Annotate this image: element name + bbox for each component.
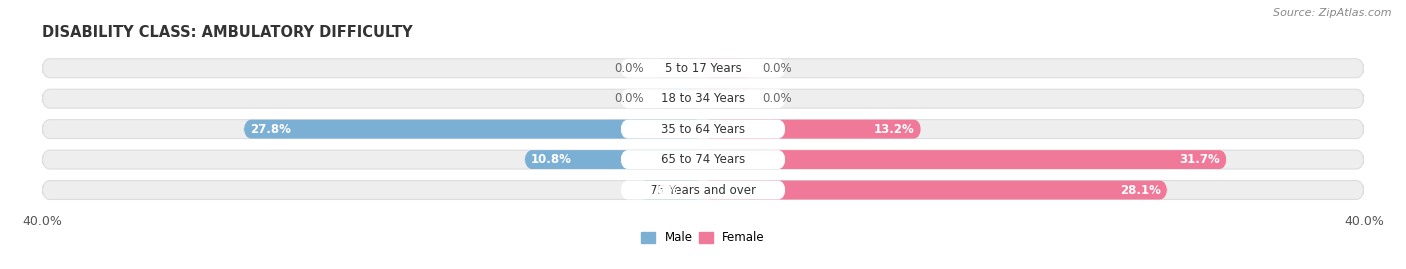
Text: 0.0%: 0.0% (762, 92, 792, 105)
FancyBboxPatch shape (42, 59, 1364, 78)
Text: 18 to 34 Years: 18 to 34 Years (661, 92, 745, 105)
FancyBboxPatch shape (703, 180, 1167, 200)
Text: 0.0%: 0.0% (762, 62, 792, 75)
Text: 28.1%: 28.1% (1119, 183, 1160, 197)
FancyBboxPatch shape (703, 59, 752, 78)
FancyBboxPatch shape (620, 180, 786, 200)
FancyBboxPatch shape (243, 120, 703, 139)
Text: 75 Years and over: 75 Years and over (650, 183, 756, 197)
FancyBboxPatch shape (703, 89, 752, 108)
Text: 27.8%: 27.8% (250, 123, 291, 136)
FancyBboxPatch shape (620, 89, 786, 108)
FancyBboxPatch shape (654, 59, 703, 78)
Text: 0.0%: 0.0% (614, 62, 644, 75)
FancyBboxPatch shape (654, 89, 703, 108)
Text: 35 to 64 Years: 35 to 64 Years (661, 123, 745, 136)
Text: 10.8%: 10.8% (531, 153, 572, 166)
FancyBboxPatch shape (703, 150, 1226, 169)
FancyBboxPatch shape (620, 120, 786, 139)
FancyBboxPatch shape (42, 89, 1364, 108)
FancyBboxPatch shape (524, 150, 703, 169)
FancyBboxPatch shape (703, 120, 921, 139)
Text: 65 to 74 Years: 65 to 74 Years (661, 153, 745, 166)
Text: 31.7%: 31.7% (1180, 153, 1220, 166)
FancyBboxPatch shape (620, 150, 786, 169)
Text: 5 to 17 Years: 5 to 17 Years (665, 62, 741, 75)
FancyBboxPatch shape (42, 180, 1364, 200)
Text: DISABILITY CLASS: AMBULATORY DIFFICULTY: DISABILITY CLASS: AMBULATORY DIFFICULTY (42, 25, 413, 40)
Legend: Male, Female: Male, Female (637, 227, 769, 249)
Text: 0.0%: 0.0% (614, 92, 644, 105)
FancyBboxPatch shape (42, 150, 1364, 169)
Text: Source: ZipAtlas.com: Source: ZipAtlas.com (1274, 8, 1392, 18)
FancyBboxPatch shape (42, 120, 1364, 139)
FancyBboxPatch shape (620, 59, 786, 78)
Text: 13.2%: 13.2% (873, 123, 914, 136)
FancyBboxPatch shape (638, 180, 703, 200)
Text: 3.9%: 3.9% (645, 183, 678, 197)
